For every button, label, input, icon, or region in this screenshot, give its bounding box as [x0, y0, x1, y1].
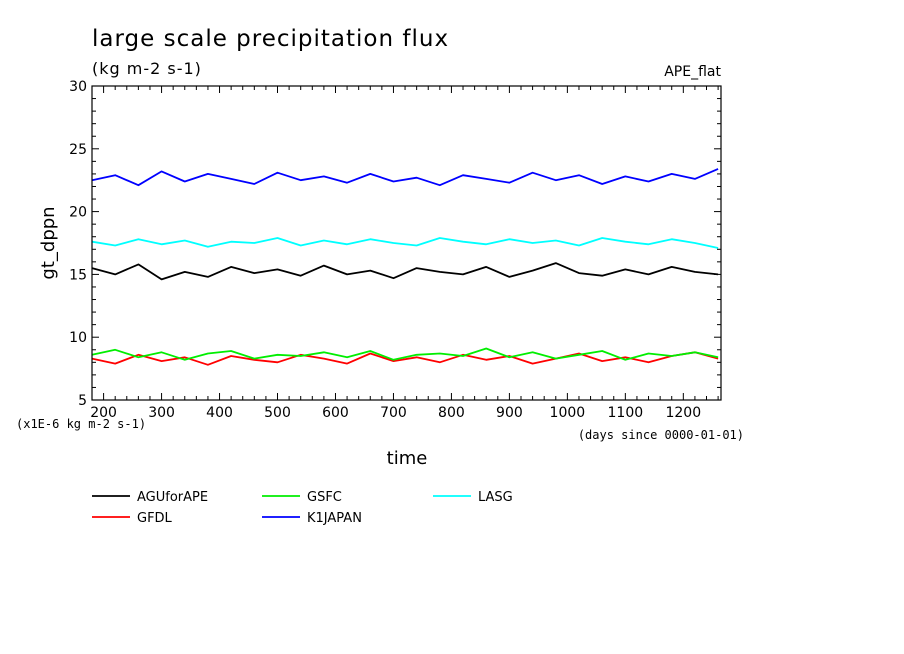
- x-tick-label: 300: [148, 405, 175, 421]
- x-tick-label: 900: [496, 405, 523, 421]
- series-line-aguforape: [91, 262, 719, 281]
- legend-label-gfdl: GFDL: [137, 511, 173, 526]
- x-axis-ticks: 200 300 400 500 600 700 800 900 1000 1100 1200: [90, 86, 719, 421]
- legend: AGUforAPE GFDL GSFC K1JAPAN LASG: [92, 490, 513, 526]
- y-tick-label: 5: [78, 393, 87, 409]
- y-tick-label: 15: [69, 267, 87, 283]
- experiment-tag: APE_flat: [664, 64, 721, 80]
- series-line-gsfc: [91, 347, 719, 361]
- x-tick-label: 200: [90, 405, 117, 421]
- y-tick-label: 25: [69, 142, 87, 158]
- x-tick-label: 600: [322, 405, 349, 421]
- x-tick-label: 800: [438, 405, 465, 421]
- series-line-k1japan: [91, 168, 719, 187]
- y-axis-label: gt_dppn: [38, 206, 59, 279]
- chart-subtitle: (kg m-2 s-1): [92, 59, 202, 78]
- x-tick-label: 500: [264, 405, 291, 421]
- x-tick-label: 700: [380, 405, 407, 421]
- y-tick-label: 20: [69, 205, 87, 221]
- legend-label-aguforape: AGUforAPE: [137, 490, 208, 505]
- x-tick-label: 1100: [608, 405, 644, 421]
- x-tick-label: 1000: [550, 405, 586, 421]
- x-axis-label: time: [387, 448, 428, 469]
- y-tick-label: 30: [69, 79, 87, 95]
- y-multiplier-label: (x1E-6 kg m-2 s-1): [16, 417, 146, 431]
- series-line-lasg: [91, 237, 719, 249]
- x-tick-label: 400: [206, 405, 233, 421]
- y-tick-label: 10: [69, 330, 87, 346]
- plot-frame: [91, 85, 722, 401]
- legend-label-k1japan: K1JAPAN: [307, 511, 362, 526]
- series-layer: [91, 168, 719, 366]
- legend-label-lasg: LASG: [478, 490, 513, 505]
- chart-title: large scale precipitation flux: [92, 26, 449, 52]
- x-tick-label: 1200: [665, 405, 701, 421]
- y-axis-ticks: 5 10 15 20 25 30: [69, 79, 721, 409]
- series-line-gfdl: [91, 351, 719, 366]
- x-unit-label: (days since 0000-01-01): [578, 428, 744, 442]
- legend-label-gsfc: GSFC: [307, 490, 342, 505]
